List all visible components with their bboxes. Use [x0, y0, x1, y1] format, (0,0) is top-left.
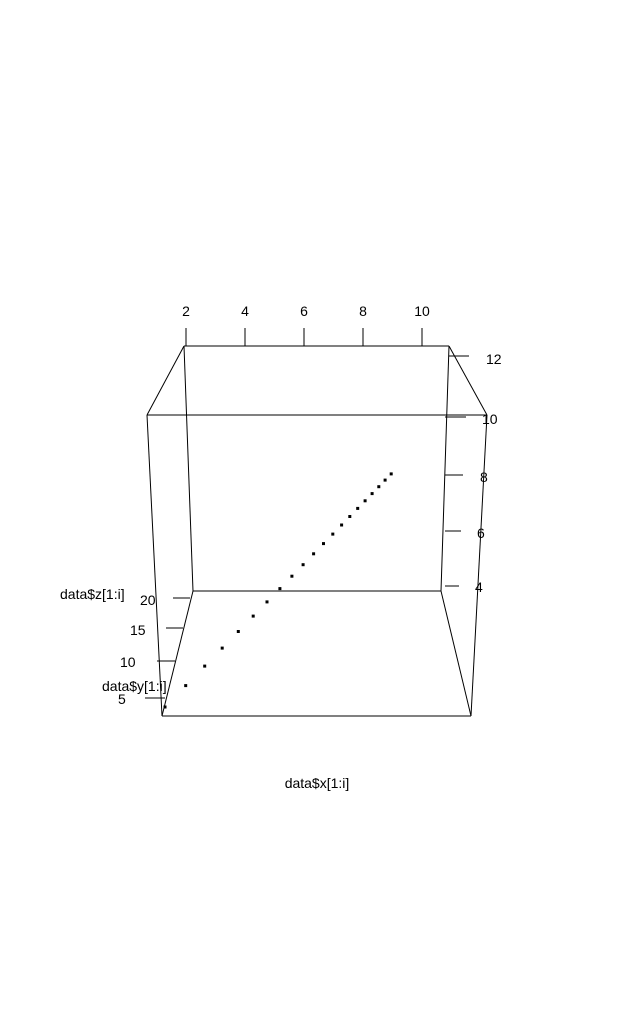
scatter-point: [163, 705, 167, 709]
x-axis: 2 4 6 8 10 data$x[1:i]: [182, 303, 430, 791]
top-left-diagonal: [146, 345, 185, 416]
scatter-point: [220, 646, 224, 650]
z-axis-label: data$z[1:i]: [60, 586, 125, 602]
scatter-point: [340, 523, 344, 527]
scatter-point: [278, 587, 282, 591]
scatter-point: [356, 506, 360, 510]
scatter-point: [251, 614, 255, 618]
floor-left-diagonal: [161, 590, 194, 717]
y-tick-label: 12: [486, 351, 502, 367]
y-tick-label: 4: [475, 579, 483, 595]
scatter-point: [290, 574, 294, 578]
back-left-edge: [183, 345, 194, 592]
scatter-point: [363, 499, 367, 503]
scatter-point: [331, 532, 335, 536]
scatter-point: [383, 478, 387, 482]
y-axis-label: data$y[1:i]: [102, 678, 167, 694]
scatter-point: [301, 563, 305, 567]
scatter-point: [184, 684, 188, 688]
scatter-point: [322, 542, 325, 546]
z-tick-label: 15: [130, 622, 146, 638]
scatter-point: [348, 515, 352, 518]
y-tick-label: 10: [482, 411, 498, 427]
back-right-edge: [440, 345, 450, 592]
z-tick-label: 5: [118, 691, 126, 707]
x-tick-label: 6: [300, 303, 308, 319]
scatter-point: [312, 552, 316, 556]
front-right-edge: [470, 414, 488, 717]
scatter-point: [389, 472, 393, 476]
z-tick-label: 10: [120, 654, 136, 670]
y-tick-label: 6: [477, 525, 485, 541]
front-left-edge: [146, 414, 163, 717]
floor-right-diagonal: [440, 590, 472, 717]
z-tick-label: 20: [140, 592, 156, 608]
y-tick-label: 8: [480, 469, 488, 485]
y-axis: 4 6 8 10 12 data$y[1:i]: [102, 351, 502, 694]
scatter-point: [377, 485, 381, 489]
top-right-diagonal: [448, 345, 488, 416]
x-tick-label: 2: [182, 303, 190, 319]
x-tick-label: 8: [359, 303, 367, 319]
bounding-box: [146, 345, 488, 717]
scatter-point: [265, 600, 269, 604]
x-axis-label: data$x[1:i]: [285, 775, 350, 791]
scatter-point: [370, 492, 374, 496]
z-axis: 5 10 15 20 data$z[1:i]: [60, 586, 190, 707]
scatter-point: [203, 664, 207, 668]
scatter-point: [236, 630, 240, 633]
data-points: [163, 472, 393, 709]
x-tick-label: 4: [241, 303, 249, 319]
x-tick-label: 10: [414, 303, 430, 319]
